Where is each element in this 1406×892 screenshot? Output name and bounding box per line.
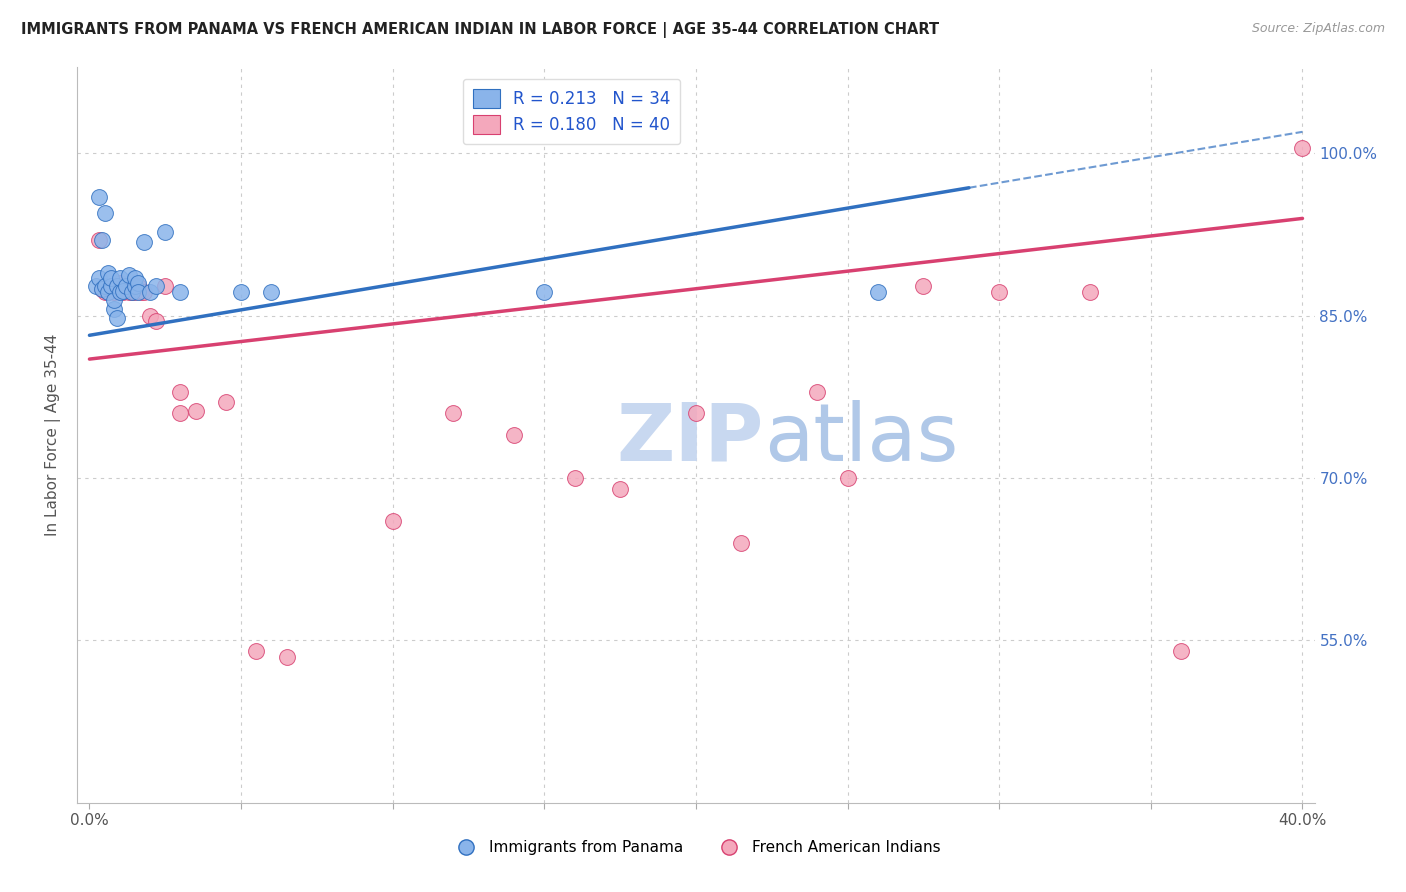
Point	[105, 310, 128, 325]
Point	[93, 206, 115, 220]
Point	[124, 278, 146, 293]
Point	[1291, 141, 1313, 155]
Point	[121, 285, 143, 299]
Point	[111, 284, 134, 298]
Point	[84, 278, 107, 293]
Point	[115, 278, 138, 293]
Point	[100, 271, 122, 285]
Point	[105, 278, 128, 293]
Point	[100, 278, 122, 293]
Point	[381, 515, 404, 529]
Point	[124, 285, 146, 299]
Point	[90, 282, 112, 296]
Point	[132, 235, 155, 250]
Point	[93, 278, 115, 293]
Point	[155, 278, 177, 293]
Point	[90, 282, 112, 296]
Point	[155, 226, 177, 240]
Point	[105, 278, 128, 293]
Point	[169, 384, 191, 399]
Point	[139, 309, 162, 323]
Point	[685, 406, 707, 420]
Point	[609, 482, 631, 496]
Point	[115, 282, 138, 296]
Y-axis label: In Labor Force | Age 35-44: In Labor Force | Age 35-44	[45, 334, 62, 536]
Point	[97, 285, 120, 299]
Point	[127, 278, 149, 293]
Point	[988, 285, 1011, 299]
Point	[129, 285, 152, 299]
Point	[169, 406, 191, 420]
Point	[441, 406, 464, 420]
Text: ZIP: ZIP	[617, 400, 763, 477]
Point	[103, 302, 125, 317]
Point	[866, 285, 889, 299]
Point	[127, 277, 149, 291]
Point	[169, 285, 191, 299]
Text: atlas: atlas	[763, 400, 959, 477]
Point	[108, 271, 131, 285]
Point	[245, 644, 267, 658]
Point	[87, 233, 110, 247]
Point	[503, 428, 526, 442]
Point	[87, 271, 110, 285]
Point	[127, 285, 149, 299]
Point	[93, 285, 115, 299]
Point	[837, 471, 859, 485]
Point	[145, 314, 167, 328]
Text: IMMIGRANTS FROM PANAMA VS FRENCH AMERICAN INDIAN IN LABOR FORCE | AGE 35-44 CORR: IMMIGRANTS FROM PANAMA VS FRENCH AMERICA…	[21, 22, 939, 38]
Point	[139, 285, 162, 299]
Point	[564, 471, 586, 485]
Point	[90, 233, 112, 247]
Point	[132, 285, 155, 299]
Point	[97, 266, 120, 280]
Point	[276, 649, 298, 664]
Point	[912, 278, 935, 293]
Point	[184, 404, 207, 418]
Point	[806, 384, 828, 399]
Point	[108, 285, 131, 299]
Point	[730, 536, 752, 550]
Text: Source: ZipAtlas.com: Source: ZipAtlas.com	[1251, 22, 1385, 36]
Point	[215, 395, 238, 409]
Point	[124, 271, 146, 285]
Point	[111, 285, 134, 299]
Point	[87, 190, 110, 204]
Point	[103, 285, 125, 299]
Point	[121, 285, 143, 299]
Point	[118, 285, 141, 299]
Point	[1170, 644, 1192, 658]
Point	[229, 285, 252, 299]
Point	[260, 285, 283, 299]
Point	[100, 282, 122, 296]
Point	[1078, 285, 1101, 299]
Point	[97, 285, 120, 299]
Point	[533, 285, 555, 299]
Legend: Immigrants from Panama, French American Indians: Immigrants from Panama, French American …	[444, 834, 948, 862]
Point	[108, 285, 131, 299]
Point	[118, 268, 141, 282]
Point	[145, 278, 167, 293]
Point	[103, 293, 125, 307]
Point	[108, 277, 131, 291]
